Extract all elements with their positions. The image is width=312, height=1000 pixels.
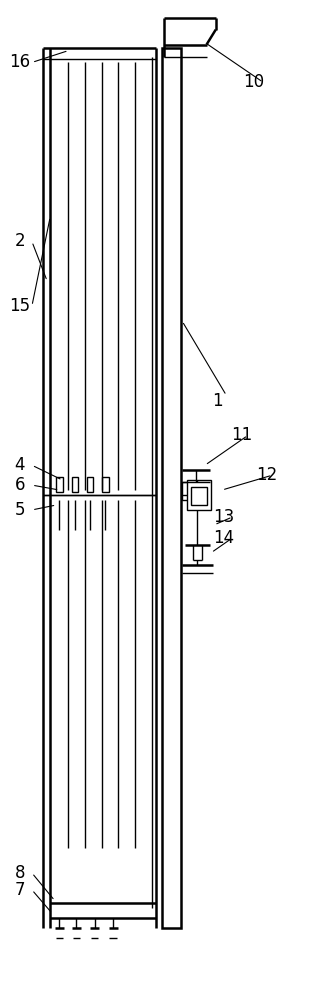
Text: 13: 13: [213, 508, 234, 526]
Bar: [202, 482, 210, 500]
Text: 6: 6: [14, 476, 25, 494]
Text: 15: 15: [9, 297, 30, 315]
Bar: [187, 480, 211, 510]
Text: 11: 11: [231, 426, 252, 444]
Text: 14: 14: [213, 529, 234, 547]
Text: 12: 12: [256, 466, 277, 484]
Text: 16: 16: [9, 53, 30, 71]
Bar: [102, 477, 109, 492]
Text: 2: 2: [14, 232, 25, 250]
Bar: [56, 477, 62, 492]
Bar: [182, 482, 190, 500]
Text: 7: 7: [14, 881, 25, 899]
Text: 1: 1: [212, 392, 222, 410]
Bar: [191, 487, 207, 505]
Bar: [162, 48, 181, 928]
Text: 8: 8: [14, 864, 25, 882]
Text: 10: 10: [243, 73, 265, 91]
Text: 5: 5: [14, 501, 25, 519]
Bar: [72, 477, 78, 492]
Bar: [87, 477, 93, 492]
Text: 4: 4: [14, 456, 25, 474]
